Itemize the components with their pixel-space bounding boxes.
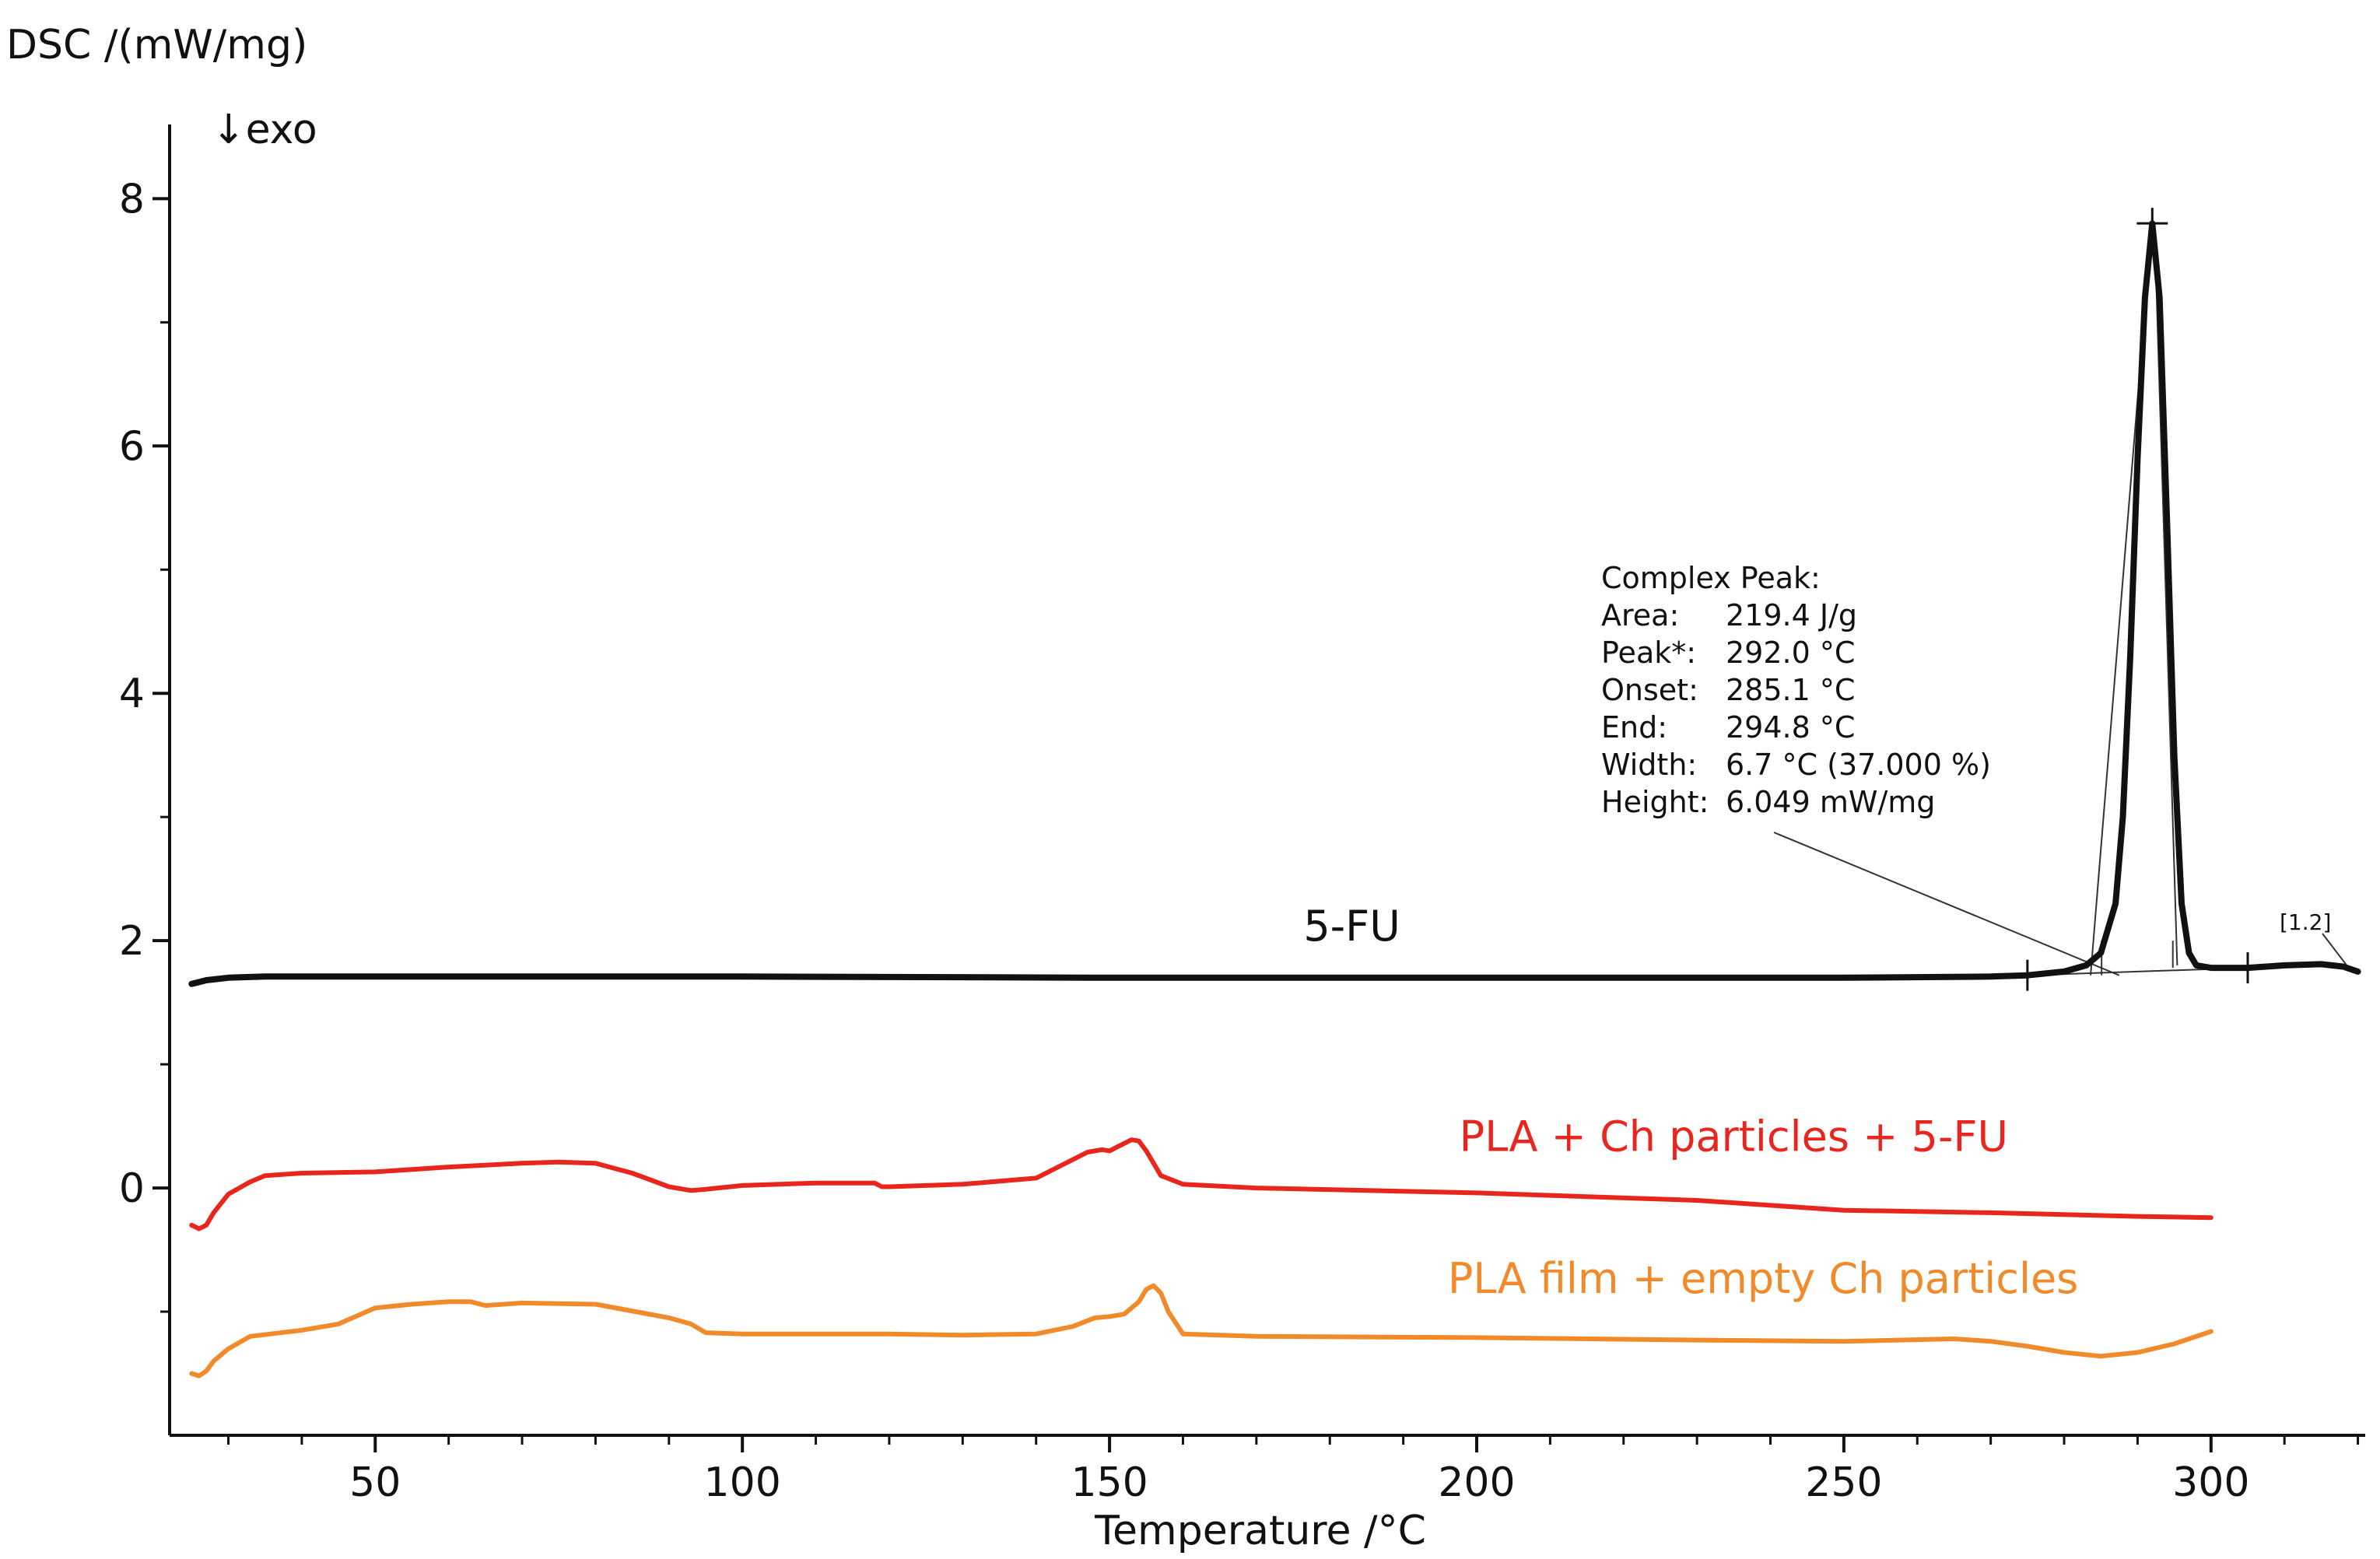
peak-annotation-lines [1773, 272, 2351, 976]
annotation-value: 292.0 °C [1726, 636, 1855, 670]
annotation-key: Onset: [1601, 673, 1698, 707]
y-tick-label: 4 [119, 671, 145, 717]
series-labels: 5-FU PLA + Ch particles + 5-FU PLA film + … [1303, 902, 2078, 1303]
annotation-key: Height: [1601, 785, 1709, 819]
annotation-value: 6.7 °C (37.000 %) [1726, 748, 1991, 782]
y-tick-label: 8 [119, 176, 145, 222]
y-tick-label: 6 [119, 423, 145, 470]
series-label: 5-FU [1303, 902, 1400, 951]
x-tick-label: 150 [1071, 1459, 1148, 1506]
annotation-key: Peak*: [1601, 636, 1696, 670]
x-tick-label: 50 [349, 1459, 401, 1506]
y-tick-label: 2 [119, 918, 145, 965]
annotation-value: 6.049 mW/mg [1726, 785, 1935, 819]
annotation-value: 219.4 J/g [1726, 598, 1857, 632]
annotation-key: End: [1601, 710, 1667, 744]
exo-direction-label: ↓exo [212, 107, 317, 153]
x-tick-label: 300 [2172, 1459, 2249, 1506]
axis-ticks: 50 100 150 200 250 300 0 2 4 6 8 [119, 176, 2360, 1506]
peak-annotation: Complex Peak:Area: 219.4 J/g Peak*: 292.0 °… [1601, 561, 2331, 935]
annotation-key: Width: [1601, 748, 1697, 782]
x-axis-label: Temperature /°C [1094, 1508, 1426, 1554]
series-line-pla-film-empty [189, 1283, 2214, 1379]
annotation-value: 285.1 °C [1726, 673, 1855, 707]
x-tick-label: 250 [1805, 1459, 1882, 1506]
x-tick-label: 200 [1438, 1459, 1515, 1506]
annotation-header: Complex Peak: [1601, 561, 1821, 595]
series-label: PLA film + empty Ch particles [1448, 1254, 2078, 1303]
series-lines [188, 220, 2361, 1379]
peak-tag: [1.2] [2280, 909, 2331, 935]
series-line-five-fu [188, 220, 2361, 987]
x-tick-label: 100 [704, 1459, 781, 1506]
y-axis-label: DSC /(mW/mg) [6, 22, 307, 68]
tag-leader-line [2322, 933, 2351, 971]
annotation-leader-line [1773, 832, 2120, 976]
series-line-pla-ch-5fu [189, 1137, 2214, 1231]
peak-markers [2011, 208, 2263, 991]
annotation-value: 294.8 °C [1726, 710, 1855, 744]
y-tick-label: 0 [119, 1165, 145, 1212]
series-label: PLA + Ch particles + 5-FU [1460, 1112, 2008, 1161]
annotation-key: Area: [1601, 598, 1679, 632]
